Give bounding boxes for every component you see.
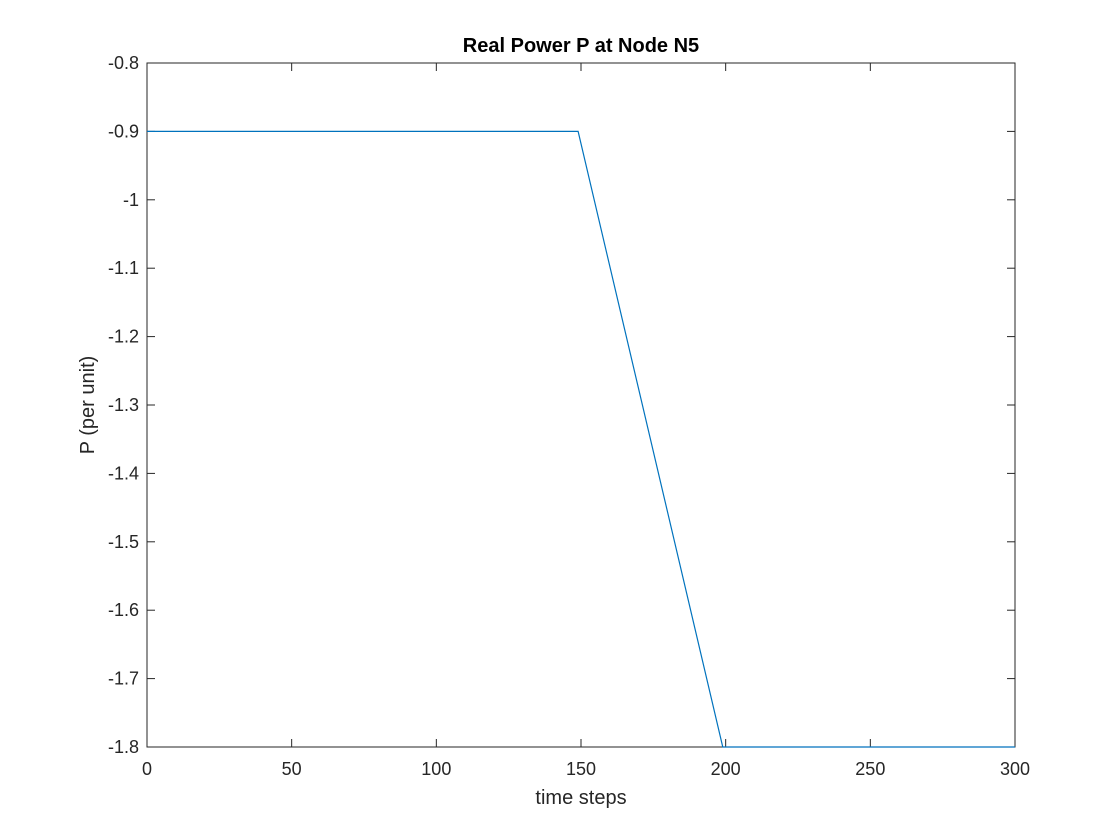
x-tick-label: 0 — [142, 759, 152, 779]
y-tick-label: -1.7 — [108, 669, 139, 689]
y-tick-label: -1.4 — [108, 463, 139, 483]
y-tick-label: -0.9 — [108, 121, 139, 141]
y-tick-label: -1.3 — [108, 395, 139, 415]
y-tick-label: -1 — [123, 190, 139, 210]
series-line-1 — [147, 130, 1015, 748]
y-tick-label: -1.1 — [108, 258, 139, 278]
x-tick-label: 100 — [421, 759, 451, 779]
y-axis-ticks: -0.8 -0.9 -1 -1.1 -1.2 -1.3 -1.4 -1.5 -1.6 -1.7 -1… — [108, 53, 1015, 757]
y-axis-label: P (per unit) — [77, 356, 99, 455]
series-layer — [147, 130, 1015, 748]
x-tick-label: 50 — [282, 759, 302, 779]
y-tick-label: -1.5 — [108, 532, 139, 552]
x-tick-label: 200 — [711, 759, 741, 779]
x-axis-ticks: 0 50 100 150 200 250 300 — [142, 63, 1030, 779]
x-tick-label: 300 — [1000, 759, 1030, 779]
x-tick-label: 150 — [566, 759, 596, 779]
y-tick-label: -1.2 — [108, 327, 139, 347]
y-tick-label: -0.8 — [108, 53, 139, 73]
plot-area: 0 50 100 150 200 250 300 -0.8 -0.9 -1 -1.1 -1.2 -1.… — [108, 53, 1030, 779]
y-tick-label: -1.6 — [108, 600, 139, 620]
y-tick-label: -1.8 — [108, 737, 139, 757]
x-tick-label: 250 — [855, 759, 885, 779]
axes-box — [146, 62, 1016, 748]
chart-title: Real Power P at Node N5 — [463, 35, 699, 57]
x-axis-label: time steps — [535, 787, 626, 809]
